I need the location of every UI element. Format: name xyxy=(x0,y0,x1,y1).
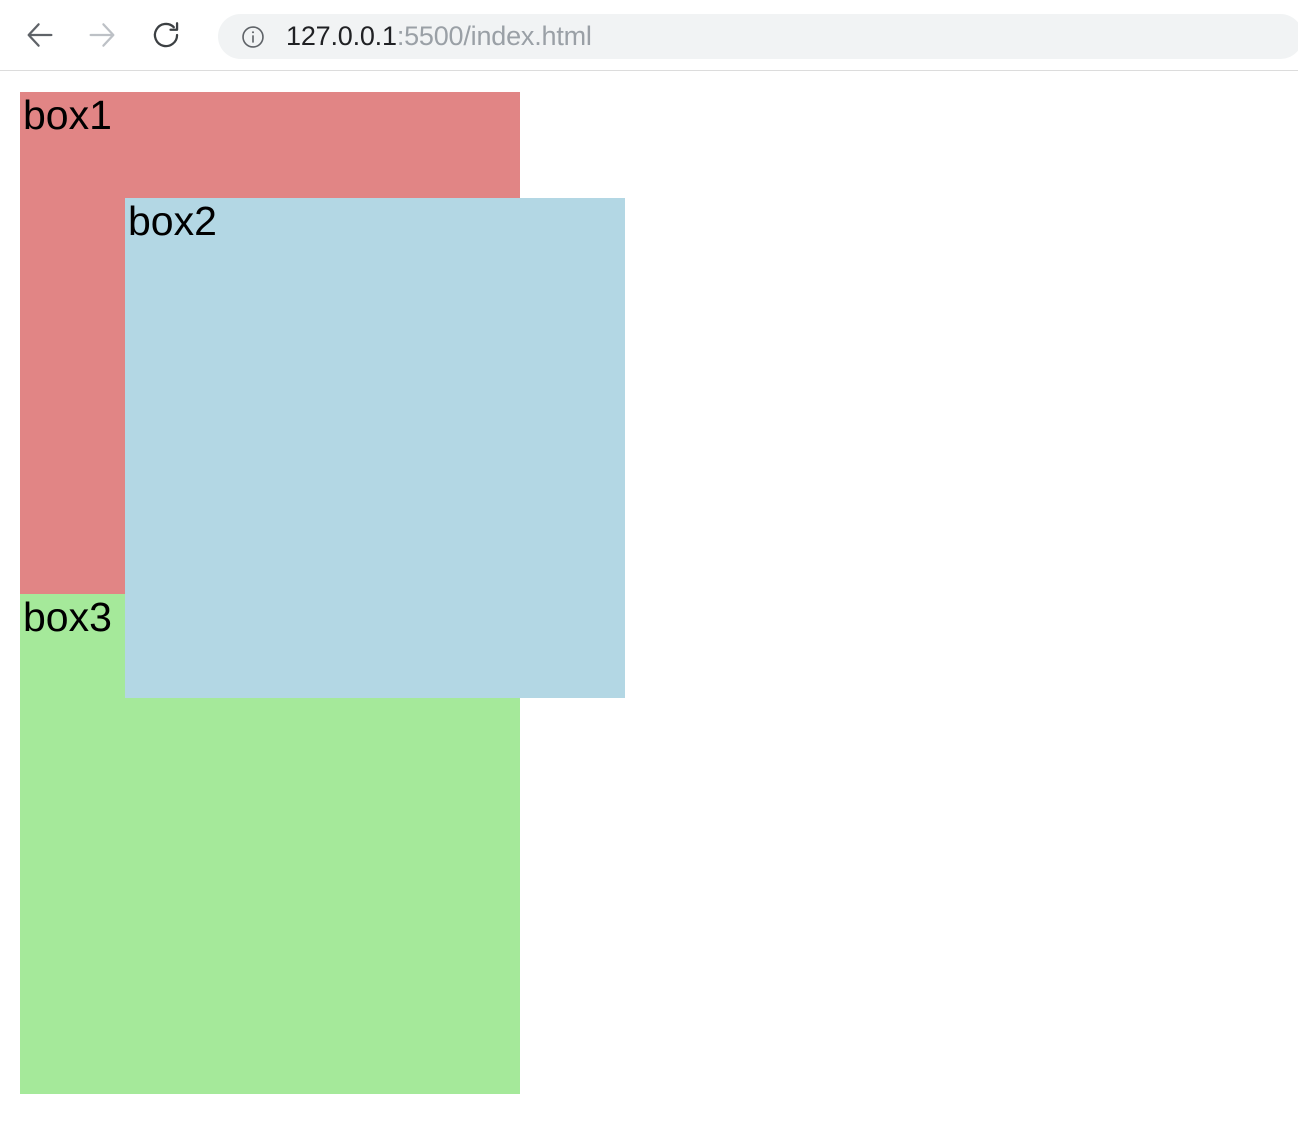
url-path: :5500/index.html xyxy=(396,23,592,50)
arrow-left-icon xyxy=(23,18,57,52)
box-1-label: box1 xyxy=(23,92,112,138)
page-content: box1 box2 box3 xyxy=(0,71,1298,1124)
url-text[interactable]: 127.0.0.1:5500/index.html xyxy=(286,23,592,50)
forward-button[interactable] xyxy=(74,7,130,63)
browser-toolbar: 127.0.0.1:5500/index.html xyxy=(0,0,1298,71)
arrow-right-icon xyxy=(85,18,119,52)
navigation-button-group xyxy=(0,0,194,70)
url-host: 127.0.0.1 xyxy=(286,23,397,50)
address-bar[interactable]: 127.0.0.1:5500/index.html xyxy=(218,14,1298,59)
reload-button[interactable] xyxy=(138,7,194,63)
box-2-label: box2 xyxy=(128,198,217,244)
back-button[interactable] xyxy=(12,7,68,63)
reload-icon xyxy=(150,19,182,51)
box-3-label: box3 xyxy=(23,594,112,640)
info-circle-icon[interactable] xyxy=(240,24,266,50)
box-2: box2 xyxy=(125,198,625,698)
